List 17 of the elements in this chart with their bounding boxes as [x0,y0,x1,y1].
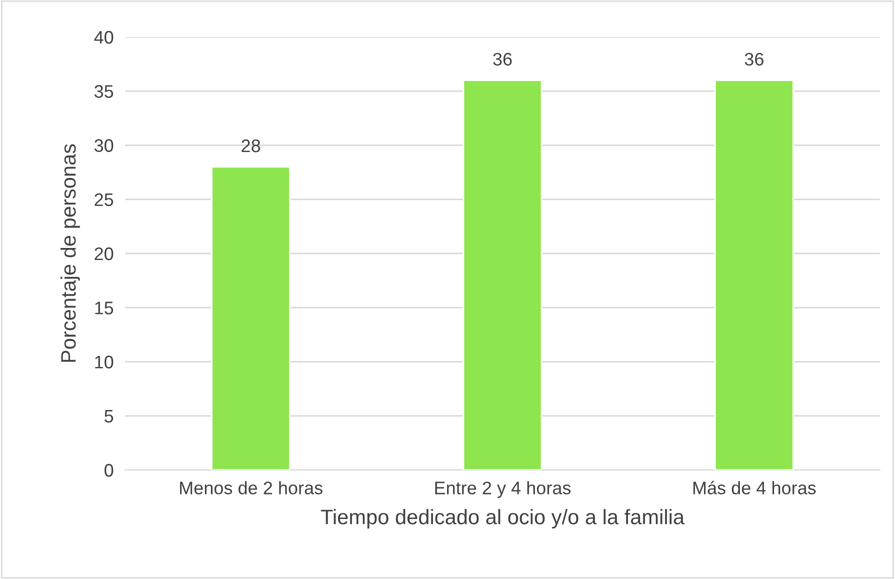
x-tick-label: Menos de 2 horas [180,481,322,494]
y-tick-label: 25 [94,193,114,206]
x-tick-label: Más de 4 horas [693,480,816,494]
data-label: 28 [242,139,260,152]
y-tick-label: 35 [94,85,114,98]
y-tick-label: 15 [95,302,114,314]
y-tick-label: 5 [104,410,114,423]
y-tick-label: 20 [94,247,114,260]
y-axis-title: Porcentaje de personas [60,144,80,362]
data-label: 36 [744,52,764,66]
y-tick-label: 40 [94,30,114,44]
x-axis-title: Tiempo dedicado al ocio y/o a la familia [320,509,685,528]
x-tick-label: Entre 2 y 4 horas [435,481,571,498]
y-tick-label: 0 [104,464,114,477]
data-label: 36 [493,52,512,66]
y-tick-label: 30 [94,139,114,152]
y-tick-label: 10 [95,356,114,368]
